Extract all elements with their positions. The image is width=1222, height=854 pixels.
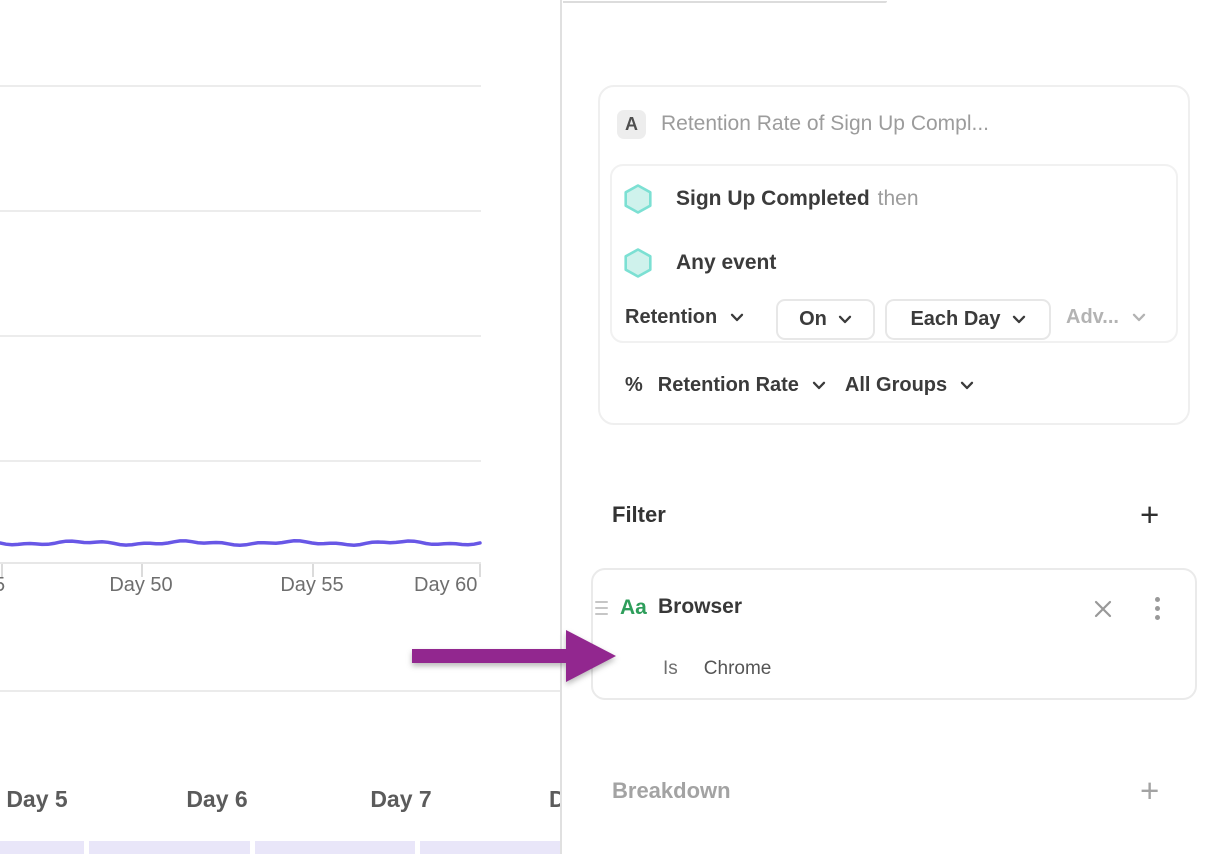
x-axis-label: Day 55: [280, 574, 344, 596]
chevron-down-icon: [838, 315, 852, 324]
filter-card: [591, 568, 1197, 700]
event-hexagon-icon: [624, 248, 652, 278]
chevron-down-icon: [812, 381, 826, 389]
on-dropdown-label: On: [799, 308, 827, 330]
measurement-dropdown-label: Retention: [625, 306, 718, 328]
filter-operator-dropdown[interactable]: Is: [663, 658, 678, 679]
cohort-column-header-clipped: D: [549, 786, 561, 812]
measurement-dropdown[interactable]: Retention: [625, 306, 744, 329]
metric-dropdown-label: Retention Rate: [657, 373, 799, 396]
on-dropdown-button[interactable]: On: [776, 299, 875, 340]
advanced-dropdown-label: Adv...: [1066, 306, 1119, 328]
metric-row: % Retention Rate All Groups: [625, 371, 974, 399]
annotation-arrow: [412, 630, 616, 682]
x-axis-tick: [141, 564, 143, 577]
panel-divider: [560, 0, 562, 854]
drag-handle-icon[interactable]: [595, 601, 608, 615]
x-axis-tick: [1, 564, 3, 577]
metric-dropdown[interactable]: Retention Rate: [658, 374, 826, 397]
breakdown-section-title: Breakdown: [612, 778, 731, 803]
x-axis-line: [0, 562, 481, 564]
x-axis-label: Day 50: [109, 574, 173, 596]
x-axis-label-clipped: 5: [0, 574, 5, 597]
returning-event-row[interactable]: Any event: [624, 248, 776, 278]
interval-dropdown-button[interactable]: Each Day: [885, 299, 1051, 340]
chevron-down-icon: [731, 313, 744, 322]
series-badge: A: [617, 110, 646, 139]
first-event-name[interactable]: Sign Up Completed: [676, 187, 870, 210]
interval-dropdown-label: Each Day: [910, 308, 1001, 330]
advanced-dropdown[interactable]: Adv...: [1066, 306, 1146, 329]
gridline: [0, 335, 481, 337]
returning-event-name[interactable]: Any event: [676, 251, 777, 274]
filter-condition-row: Is Chrome: [663, 658, 771, 680]
cohort-table-top-border: [0, 690, 561, 692]
chevron-down-icon: [961, 381, 974, 389]
retention-line-chart: 5 Day 50 Day 55 Day 60 Day 5 Day 6 Day 7…: [0, 0, 561, 854]
cohort-column-header: Day 6: [186, 786, 248, 812]
groups-dropdown[interactable]: All Groups: [845, 374, 974, 397]
event-hexagon-icon: [624, 184, 652, 214]
filter-value-dropdown[interactable]: Chrome: [703, 658, 772, 679]
chevron-down-icon: [1132, 313, 1146, 322]
string-type-icon: Aa: [620, 596, 647, 619]
scrolled-card-bottom-edge: [563, 1, 887, 3]
gridline: [0, 85, 481, 87]
then-label: then: [877, 187, 919, 210]
gridline: [0, 460, 481, 462]
first-event-row[interactable]: Sign Up Completed then: [624, 184, 919, 214]
cohort-column-header: Day 5: [6, 786, 68, 812]
x-axis-label: Day 60: [414, 574, 478, 596]
series-title-input[interactable]: Retention Rate of Sign Up Compl...: [661, 112, 990, 135]
filter-property-dropdown[interactable]: Browser: [658, 595, 743, 618]
metric-symbol: %: [625, 373, 643, 396]
cohort-table-cell[interactable]: [89, 841, 250, 854]
cohort-table-cell[interactable]: [420, 841, 561, 854]
add-filter-button[interactable]: +: [1140, 496, 1160, 533]
x-axis-tick: [479, 564, 481, 577]
gridline: [0, 210, 481, 212]
remove-filter-icon[interactable]: [1092, 598, 1114, 620]
filter-section-title: Filter: [612, 502, 666, 527]
x-axis-tick: [312, 564, 314, 577]
cohort-column-header: Day 7: [370, 786, 432, 812]
retention-line-series: [0, 539, 482, 548]
add-breakdown-button[interactable]: +: [1140, 772, 1160, 809]
filter-options-kebab-icon[interactable]: [1155, 597, 1160, 620]
groups-dropdown-label: All Groups: [844, 373, 948, 396]
cohort-table-cell[interactable]: [0, 841, 84, 854]
cohort-table-cell[interactable]: [255, 841, 415, 854]
chevron-down-icon: [1012, 315, 1025, 324]
